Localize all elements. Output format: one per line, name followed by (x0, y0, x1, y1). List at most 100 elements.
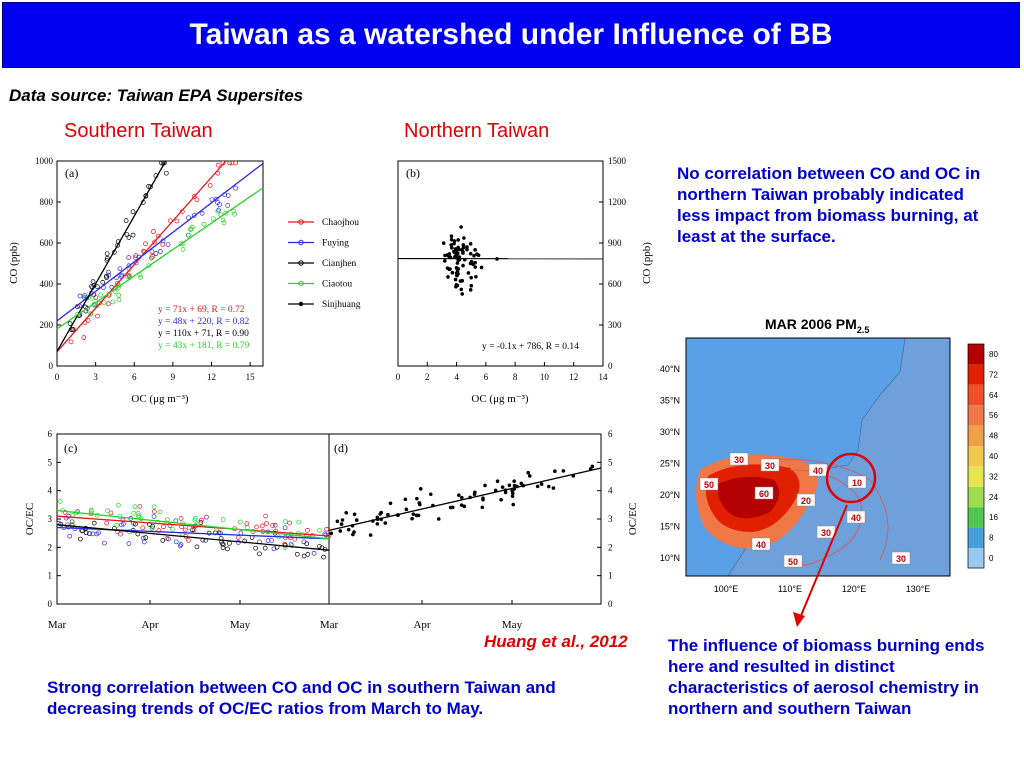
panel-c-point-cianjhen (242, 538, 248, 544)
colorbar-tick-label: 8 (989, 534, 994, 543)
panel-b-point-sinjhuang (462, 236, 466, 240)
panel-b-x-tick-label: 14 (599, 372, 609, 382)
panel-b-point-sinjhuang (457, 255, 462, 259)
map-contour-line (789, 469, 863, 566)
panel-d-point-sinjhuang (338, 529, 343, 533)
map-title-subscript: 2.5 (857, 325, 870, 335)
panel-c-point-cianjhen (198, 520, 204, 525)
panel-a-point-ciaotou (180, 247, 186, 252)
panel-d-point-sinjhuang (404, 507, 409, 512)
panel-b-point-sinjhuang (456, 267, 461, 271)
panel-c-point-chaojhou (270, 523, 275, 528)
map-contour-label: 60 (759, 489, 769, 499)
panel-a-fit-line-cianjhen (56, 160, 167, 352)
panel-c-point-chaojhou (75, 509, 81, 514)
panel-a-point-chaojhou (149, 249, 155, 255)
panel-c-point-ciaotou (149, 526, 155, 531)
panel-a-fit-label-ciaotou: y = 43x + 181, R = 0.79 (158, 341, 250, 351)
panel-a-point-cianjhen (105, 256, 110, 261)
panel-a-y-tick-label: 0 (49, 361, 54, 371)
citation: Huang et al., 2012 (484, 632, 628, 651)
panel-a-x-tick-label: 9 (171, 372, 176, 382)
panel-c-point-fuying (94, 531, 100, 537)
panel-b-point-sinjhuang (450, 246, 454, 250)
panel-a-point-fuying (153, 251, 159, 256)
panel-c-y-tick-label: 5 (48, 457, 53, 467)
slide-title: Taiwan as a watershed under Influence of… (189, 18, 833, 51)
colorbar-cell (968, 548, 984, 569)
panel-a-point-ciaotou (221, 220, 227, 226)
panel-d-y-tick-label: 5 (608, 457, 613, 467)
panel-b-point-sinjhuang (459, 287, 464, 292)
panel-d-point-sinjhuang (415, 496, 419, 501)
panel-c-point-cianjhen (301, 553, 307, 559)
panel-c-point-chaojhou (244, 521, 250, 527)
panel-b-x-tick-label: 6 (484, 372, 489, 382)
panel-c-point-fuying (166, 536, 171, 542)
panel-d-point-sinjhuang (335, 519, 340, 524)
panel-a-point-chaojhou (227, 160, 233, 166)
panel-d-point-sinjhuang (483, 483, 487, 488)
map-contour-label-box (760, 458, 780, 472)
panel-d-point-sinjhuang (352, 530, 356, 534)
panel-b-point-sinjhuang (468, 288, 473, 292)
panel-a-point-chaojhou (95, 313, 100, 319)
panel-d-point-sinjhuang (383, 521, 388, 525)
colorbar-tick-label: 80 (989, 350, 998, 359)
panel-c-point-ciaotou (169, 526, 175, 532)
panel-c-point-ciaotou (157, 509, 163, 515)
panel-b-x-tick-label: 10 (540, 372, 550, 382)
panel-c-point-ciaotou (192, 516, 198, 521)
panel-b-y-tick-label: 900 (608, 238, 622, 248)
panel-d-point-sinjhuang (386, 512, 390, 517)
panel-a-point-chaojhou (143, 241, 148, 247)
panel-d-point-sinjhuang (388, 501, 393, 506)
map-contour-label: 30 (821, 528, 831, 538)
panel-a-point-fuying (77, 293, 83, 299)
note-biomass-burning: The influence of biomass burning ends he… (668, 636, 985, 718)
legend-marker-fuying (298, 239, 304, 246)
map-latitude-label: 40°N (660, 364, 680, 374)
panel-c-point-cianjhen (78, 536, 83, 542)
panel-c-point-chaojhou (178, 516, 184, 521)
panel-b-point-sinjhuang (461, 243, 466, 247)
panel-a-y-tick-label: 400 (40, 279, 54, 289)
panel-a-frame (56, 160, 264, 367)
panel-d-point-sinjhuang (460, 495, 464, 500)
panel-d-point-sinjhuang (561, 469, 566, 473)
panel-a-point-fuying (119, 272, 125, 278)
panel-c-point-ciaotou (57, 499, 63, 504)
panel-d-point-sinjhuang (410, 516, 414, 521)
panel-c-point-ciaotou (289, 543, 295, 548)
panel-c-point-chaojhou (140, 525, 146, 531)
taiwan-highlight-circle (825, 452, 877, 504)
panel-c-x-tick-label: Mar (48, 619, 67, 631)
colorbar-tick-label: 0 (989, 554, 994, 563)
panel-c-point-fuying (126, 541, 132, 546)
map-contour-label: 40 (756, 540, 766, 550)
panel-a-point-ciaotou (146, 263, 152, 268)
panel-b-point-sinjhuang (456, 238, 460, 242)
panel-a-point-cianjhen (104, 251, 110, 257)
panel-c-point-ciaotou (192, 517, 198, 523)
panel-c-point-fuying (173, 539, 179, 545)
legend-label-fuying: Fuying (322, 239, 349, 249)
panel-a-point-cianjhen (94, 284, 100, 289)
panel-c-point-cianjhen (83, 530, 89, 536)
note-north: No correlation between CO and OC in nort… (677, 164, 981, 246)
panel-c-x-tick-label: Apr (141, 619, 158, 631)
panel-d-point-sinjhuang (500, 485, 505, 489)
panel-c-point-chaojhou (137, 504, 143, 509)
panel-c-point-fuying (140, 535, 146, 541)
map-contour-label-box (847, 475, 867, 489)
panel-a-point-cianjhen (126, 235, 132, 240)
panel-b-point-sinjhuang (456, 272, 460, 276)
panel-a-fit-label-chaojhou: y = 71x + 69, R = 0.72 (158, 305, 245, 315)
panel-c-point-cianjhen (305, 552, 311, 557)
panel-c-point-ciaotou (296, 519, 302, 525)
panel-a-point-ciaotou (220, 217, 226, 223)
panel-b-point-sinjhuang (449, 237, 454, 242)
panel-b-point-sinjhuang (474, 274, 478, 279)
panel-c-y-tick-label: 2 (48, 542, 53, 552)
panel-a-point-cianjhen (130, 209, 136, 215)
